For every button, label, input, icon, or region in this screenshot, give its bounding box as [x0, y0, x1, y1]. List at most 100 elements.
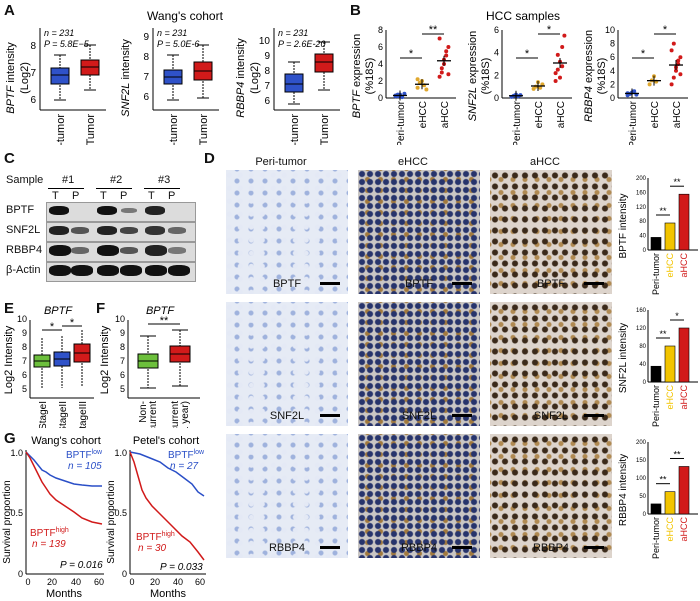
panel-letter-c: C	[4, 150, 15, 167]
panel-a1-ytick: 7	[30, 68, 36, 79]
panel-b-point	[553, 79, 558, 83]
panel-d-bar-ytick: 80	[639, 219, 646, 225]
panel-e-xlabel: StageI	[38, 401, 49, 428]
panel-b-point	[669, 48, 674, 53]
panel-b-point	[415, 77, 420, 82]
micrograph-rbbp4-ahcc: RBBP4	[490, 434, 612, 558]
panel-d-bar-ytick: 100	[636, 476, 647, 482]
panel-b-xlabel: Peri-tumor	[628, 100, 639, 145]
panel-b-point	[632, 89, 637, 94]
panel-d-bar-chart: RBBP4 intensity 0 50 100 150 200 Peri-tumor eHC…	[618, 440, 698, 559]
panel-b-yunit: (%18S)	[364, 58, 376, 95]
panel-d-bar-ytick: 80	[639, 344, 646, 350]
panel-d-bar-sig: **	[673, 449, 681, 459]
blot-sample-3: #3	[158, 174, 171, 186]
panel-f-ytick: 9	[120, 328, 125, 338]
panel-d-bar	[664, 345, 676, 383]
panel-a3-xlabel-tumor: Tumor	[319, 114, 331, 145]
panel-b-ytick: 4	[494, 48, 499, 58]
panel-d-bar-ytick: 150	[636, 458, 647, 464]
panel-b-sig: *	[663, 24, 668, 36]
panel-a1-xlabel-tumor: Tumor	[85, 114, 97, 145]
panel-b-point	[676, 58, 681, 63]
panel-b-figure: HCC samples BPTF expression (%18S)02468Pe…	[351, 9, 688, 145]
scale-bar	[452, 414, 472, 417]
panel-d-bar	[650, 503, 662, 515]
panel-d-bar-ytick: 50	[639, 494, 646, 500]
panel-d-bar-chart: BPTF intensity 0 40 80 120 160 200 Peri-tumor eH…	[618, 176, 698, 295]
panel-e-sig: *	[70, 317, 75, 329]
panel-d-bar-sig: **	[659, 329, 667, 339]
panel-b-point	[444, 49, 449, 54]
micrograph-stain-label: RBBP4	[532, 542, 570, 554]
panel-a-figure: Wang's cohort BPTF intensity (Log2) 6 7 …	[5, 9, 340, 145]
panel-a3-yunit: (Log2)	[249, 62, 261, 94]
panel-g2-p: P = 0.033	[160, 562, 203, 573]
micro-col-ahcc: aHCC	[530, 156, 560, 168]
panel-b-xlabel: Peri-tumor	[512, 100, 523, 145]
panel-a3-ytick: 10	[259, 36, 271, 47]
panel-a2-ytick: 8	[143, 52, 149, 63]
blot-lane: P	[120, 190, 128, 202]
panel-letter-f: F	[96, 300, 106, 317]
panel-b-point	[555, 67, 560, 72]
panel-g2-ytick: 0.5	[114, 508, 127, 518]
panel-d-bar-ytick: 200	[636, 440, 647, 446]
panel-b-ytick: 0	[610, 93, 615, 103]
blot-lane: P	[168, 190, 176, 202]
panel-b-ytick: 2	[494, 70, 499, 80]
panel-b-point	[671, 75, 676, 80]
panel-f-ytick: 5	[120, 384, 125, 394]
micrograph-bptf-ehcc: BPTF	[358, 170, 480, 294]
scale-bar	[320, 414, 340, 417]
panel-b-sig: *	[409, 48, 414, 60]
panel-d-bar-sig: **	[659, 475, 667, 485]
panel-b-ytick: 0	[494, 93, 499, 103]
panel-g1-ytick: 0.5	[10, 508, 23, 518]
panel-g2-label-low: BPTFlow	[168, 449, 205, 461]
panel-g1-xlabel: Months	[46, 588, 83, 600]
panel-b-point	[674, 68, 678, 73]
panel-e-sig: *	[50, 321, 55, 333]
panel-g1-xtick: 40	[71, 577, 81, 587]
panel-d-bar-xlabel: aHCC	[679, 385, 689, 410]
panel-e-title: BPTF	[44, 305, 73, 317]
panel-a3-ytick: 9	[264, 51, 270, 62]
panel-b-xlabel: aHCC	[440, 101, 451, 128]
panel-d-bar-ytick: 40	[639, 362, 646, 368]
panel-a2-xlabel-tumor: Tumor	[198, 114, 210, 145]
panel-g1-label-low: BPTFlow	[66, 449, 103, 461]
micrograph-stain-label: SNF2L	[269, 410, 305, 422]
panel-g2-curve-low	[129, 451, 205, 497]
scale-bar	[320, 546, 340, 549]
panel-b-ytick: 8	[610, 39, 615, 49]
panel-d-bar-ytick: 0	[643, 380, 647, 386]
panel-b-point	[439, 66, 444, 71]
panel-d-bar-xlabel: Peri-tumor	[651, 253, 661, 295]
panel-f-sig: **	[160, 315, 169, 327]
panel-a1-p: P = 5.8E−5	[44, 39, 90, 49]
panel-g2-ytick: 0	[122, 569, 127, 579]
panel-d-bar-xlabel: aHCC	[679, 517, 689, 542]
panel-f-xlabel: Non-	[138, 401, 149, 423]
panel-a1-n: n = 231	[44, 28, 74, 38]
panel-b-point	[678, 55, 683, 60]
micrograph-snf2l-peri-tumor: SNF2L	[226, 302, 348, 426]
panel-f-ytick: 10	[115, 314, 125, 324]
panel-a3-box-peri	[284, 73, 304, 93]
panel-b-point	[446, 45, 451, 49]
panel-d-bar	[650, 237, 662, 251]
panel-g1-n-low: n = 105	[68, 461, 102, 472]
panel-g1-n-high: n = 139	[32, 539, 66, 550]
panel-e-ytick: 7	[22, 356, 27, 366]
panel-b-point	[553, 71, 558, 76]
panel-b-yunit: (%18S)	[480, 58, 492, 95]
panel-b-ytick: 0	[378, 93, 383, 103]
panel-b-title: HCC samples	[486, 9, 560, 23]
panel-f-xlabel: Recurrent	[170, 401, 181, 428]
panel-b-point	[560, 45, 565, 49]
panel-g1-xtick: 0	[25, 577, 30, 587]
panel-b-point	[669, 82, 674, 87]
panel-a3-xlabel-peri: Peri-tumor	[289, 114, 301, 145]
scale-bar	[584, 282, 604, 285]
